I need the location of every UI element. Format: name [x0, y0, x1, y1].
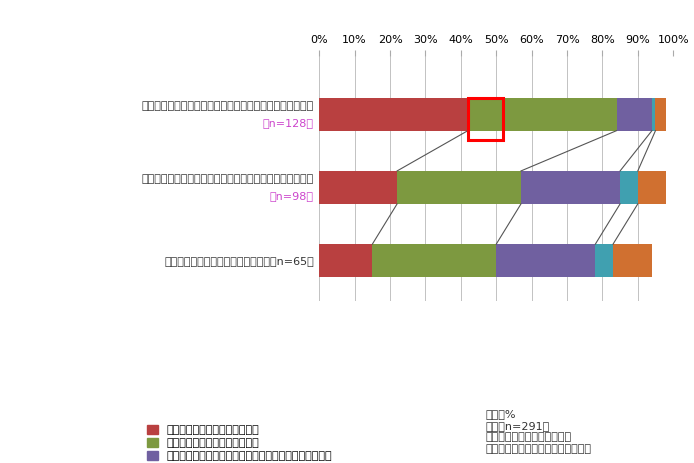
- Bar: [468, 98, 503, 140]
- Legend: 期待以上の成果が得られている, 期待通りの成果が得られている, 一定の成果は得られているが、期待していた程ではない, 期待していた成果は得られていない, 実際の: 期待以上の成果が得られている, 期待通りの成果が得られている, 一定の成果は得ら…: [142, 420, 337, 463]
- Text: どちらかと言えば、いくつかある成功要因の１つと言える: どちらかと言えば、いくつかある成功要因の１つと言える: [142, 101, 314, 111]
- Bar: [319, 98, 468, 131]
- Bar: [468, 98, 616, 131]
- Bar: [655, 98, 666, 131]
- Bar: [521, 171, 620, 204]
- Text: 成功要因とも失敗要因とも言えない（n=65）: 成功要因とも失敗要因とも言えない（n=65）: [164, 256, 314, 266]
- Bar: [319, 171, 397, 204]
- Bar: [319, 244, 372, 277]
- Bar: [638, 171, 666, 204]
- Bar: [613, 244, 652, 277]
- Bar: [620, 171, 638, 204]
- Bar: [496, 244, 595, 277]
- Bar: [397, 171, 521, 204]
- Bar: [652, 98, 655, 131]
- Text: （n=98）: （n=98）: [270, 191, 314, 201]
- Bar: [616, 98, 652, 131]
- Text: どちらかと言えば、いくつかある失敗要因の１つと言える: どちらかと言えば、いくつかある失敗要因の１つと言える: [142, 175, 314, 184]
- Bar: [595, 244, 613, 277]
- Text: 単位：%
全体（n=291）
縦軸の取り組み結果は単回答
横軸の成功要因・失敗要因は単回答: 単位：% 全体（n=291） 縦軸の取り組み結果は単回答 横軸の成功要因・失敗要…: [486, 409, 592, 454]
- Bar: [372, 244, 496, 277]
- Text: （n=128）: （n=128）: [263, 118, 314, 128]
